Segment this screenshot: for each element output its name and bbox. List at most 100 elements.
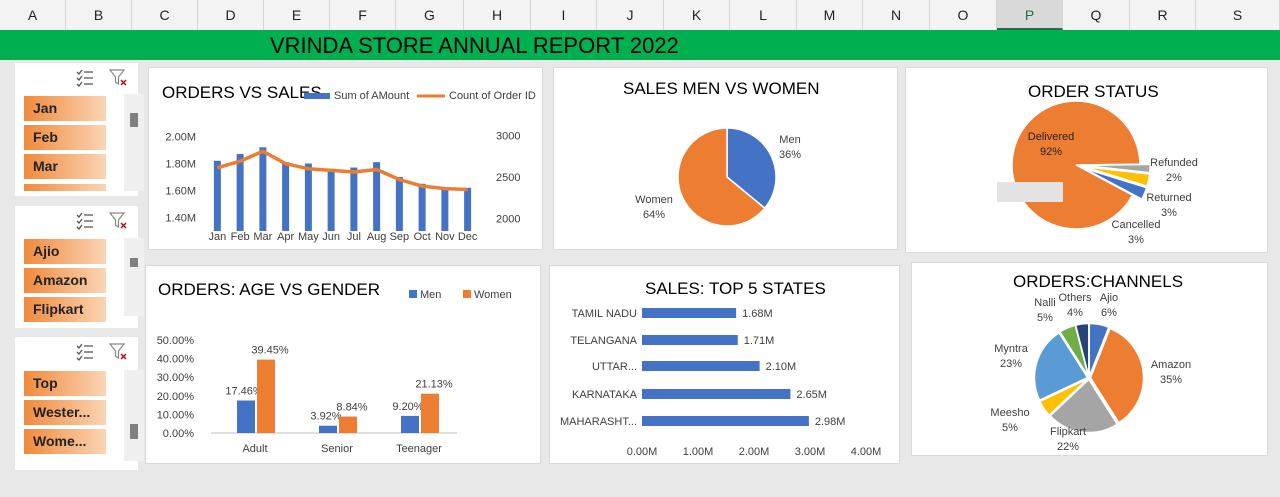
x-tick-label: 4.00M [851,446,882,458]
column-header-d[interactable]: D [198,0,264,30]
bar [282,162,290,231]
y-tick-label: 10.00% [157,409,195,421]
slice-label: Returned [1146,192,1191,204]
bar [319,425,337,433]
slice-label: Nalli [1034,297,1055,309]
x-tick-label: Teenager [396,443,442,455]
orders-vs-sales-panel: ORDERS VS SALES Sum of AMount Count of Or… [148,67,543,250]
slicer-item[interactable]: Amazon [24,268,106,293]
slicer-item[interactable]: Flipkart [24,297,106,322]
column-header-m[interactable]: M [797,0,863,30]
slicer-item[interactable]: Feb [24,125,106,150]
slicer-scrollbar[interactable] [124,94,144,191]
x-tick-label: Jul [347,231,361,243]
bar [464,187,472,231]
column-header-h[interactable]: H [464,0,531,30]
legend-label: Count of Order ID [449,90,536,102]
column-header-f[interactable]: F [330,0,396,30]
slicer-month[interactable]: Jan Feb Mar [15,63,144,196]
bar [350,167,358,231]
slicer-item[interactable]: Mar [24,154,106,179]
orders-vs-sales-chart: Sum of AMount Count of Order ID 1.40M 1.60M… [165,90,536,243]
multi-select-icon[interactable] [75,210,95,230]
slicer-channel[interactable]: Ajio Amazon Flipkart [15,206,144,328]
column-header-k[interactable]: K [664,0,730,30]
bar [401,415,419,433]
bar [373,162,381,231]
pie-slice [1085,163,1151,174]
sales-men-vs-women-chart: Men 36% Women 64% [635,127,801,227]
column-header-g[interactable]: G [396,0,464,30]
slicer-item[interactable]: Top [24,371,106,396]
sales-men-vs-women-panel: SALES MEN VS WOMEN Men 36% Women 64% [553,67,898,250]
x-tick-label: Aug [367,231,387,243]
data-label: 8.84% [336,402,367,414]
multi-select-icon[interactable] [75,341,95,361]
column-header-e[interactable]: E [264,0,330,30]
slicer-scroll-thumb[interactable] [130,258,138,267]
series-line [216,149,468,192]
slicer-scroll-thumb[interactable] [130,424,138,439]
slicer-scrollbar[interactable] [124,238,144,316]
column-header-c[interactable]: C [132,0,198,30]
slicer-scroll-thumb[interactable] [130,113,138,127]
column-header-j[interactable]: J [597,0,664,30]
bar [642,416,809,426]
slice-label: Others [1058,292,1092,304]
bar [642,335,738,345]
column-header-l[interactable]: L [730,0,797,30]
column-header-b[interactable]: B [66,0,132,30]
placeholder-box [997,182,1063,202]
slicer-scrollbar[interactable] [124,370,144,461]
x-tick-label: Dec [458,231,478,243]
bar [339,416,357,433]
legend-swatch [463,290,471,298]
x-tick-label: Nov [435,231,455,243]
slicer-item[interactable]: Wester... [24,400,106,425]
data-label: 2.65M [796,389,827,401]
x-tick-label: Jan [209,231,227,243]
data-label: 17.46% [225,386,263,398]
legend-label: Sum of AMount [334,90,409,102]
clear-filter-icon[interactable] [108,341,128,361]
y-tick-label: 1.80M [165,159,196,171]
sales-top-5-states-chart: TAMIL NADU 1.68M TELANGANA 1.71M UTTAR... 2.1… [560,308,882,458]
data-label: 2.10M [766,361,797,373]
clear-filter-icon[interactable] [108,67,128,87]
clear-filter-icon[interactable] [108,210,128,230]
column-header-o[interactable]: O [930,0,997,30]
slice-label: Myntra [994,343,1029,355]
slice-value: 36% [779,149,801,161]
y2-tick-label: 2500 [496,172,520,184]
data-label: 39.45% [251,345,289,357]
column-header-q[interactable]: Q [1063,0,1130,30]
slicer-item[interactable]: Jan [24,96,106,121]
y-tick-label: MAHARASHT... [560,416,637,428]
slice-label: Refunded [1150,157,1198,169]
column-header-p[interactable]: P [997,0,1063,30]
y-tick-label: TAMIL NADU [572,308,637,320]
bar [441,187,449,231]
pie-slice [1033,331,1089,402]
slicer-item-partial[interactable] [24,184,106,191]
multi-select-icon[interactable] [75,67,95,87]
slice-label: Women [635,194,673,206]
column-header-i[interactable]: I [531,0,597,30]
column-header-s[interactable]: S [1196,0,1280,30]
slice-value: 6% [1101,307,1117,319]
legend-label: Women [474,289,512,301]
slicer-item[interactable]: Ajio [24,239,106,264]
y-tick-label: 40.00% [157,354,195,366]
x-tick-label: Mar [253,231,272,243]
slice-value: 22% [1057,441,1079,453]
pie-slice [726,127,777,210]
column-header-n[interactable]: N [863,0,930,30]
x-tick-label: Senior [321,443,353,455]
column-header-a[interactable]: A [0,0,66,30]
slicer-item[interactable]: Wome... [24,429,106,454]
slice-label: Flipkart [1050,426,1086,438]
order-status-chart: Delivered92%Refunded2%Returned3%Cancelle… [1011,100,1198,246]
y-tick-label: KARNATAKA [572,389,638,401]
slicer-category[interactable]: Top Wester... Wome... [15,337,144,470]
column-header-r[interactable]: R [1130,0,1196,30]
